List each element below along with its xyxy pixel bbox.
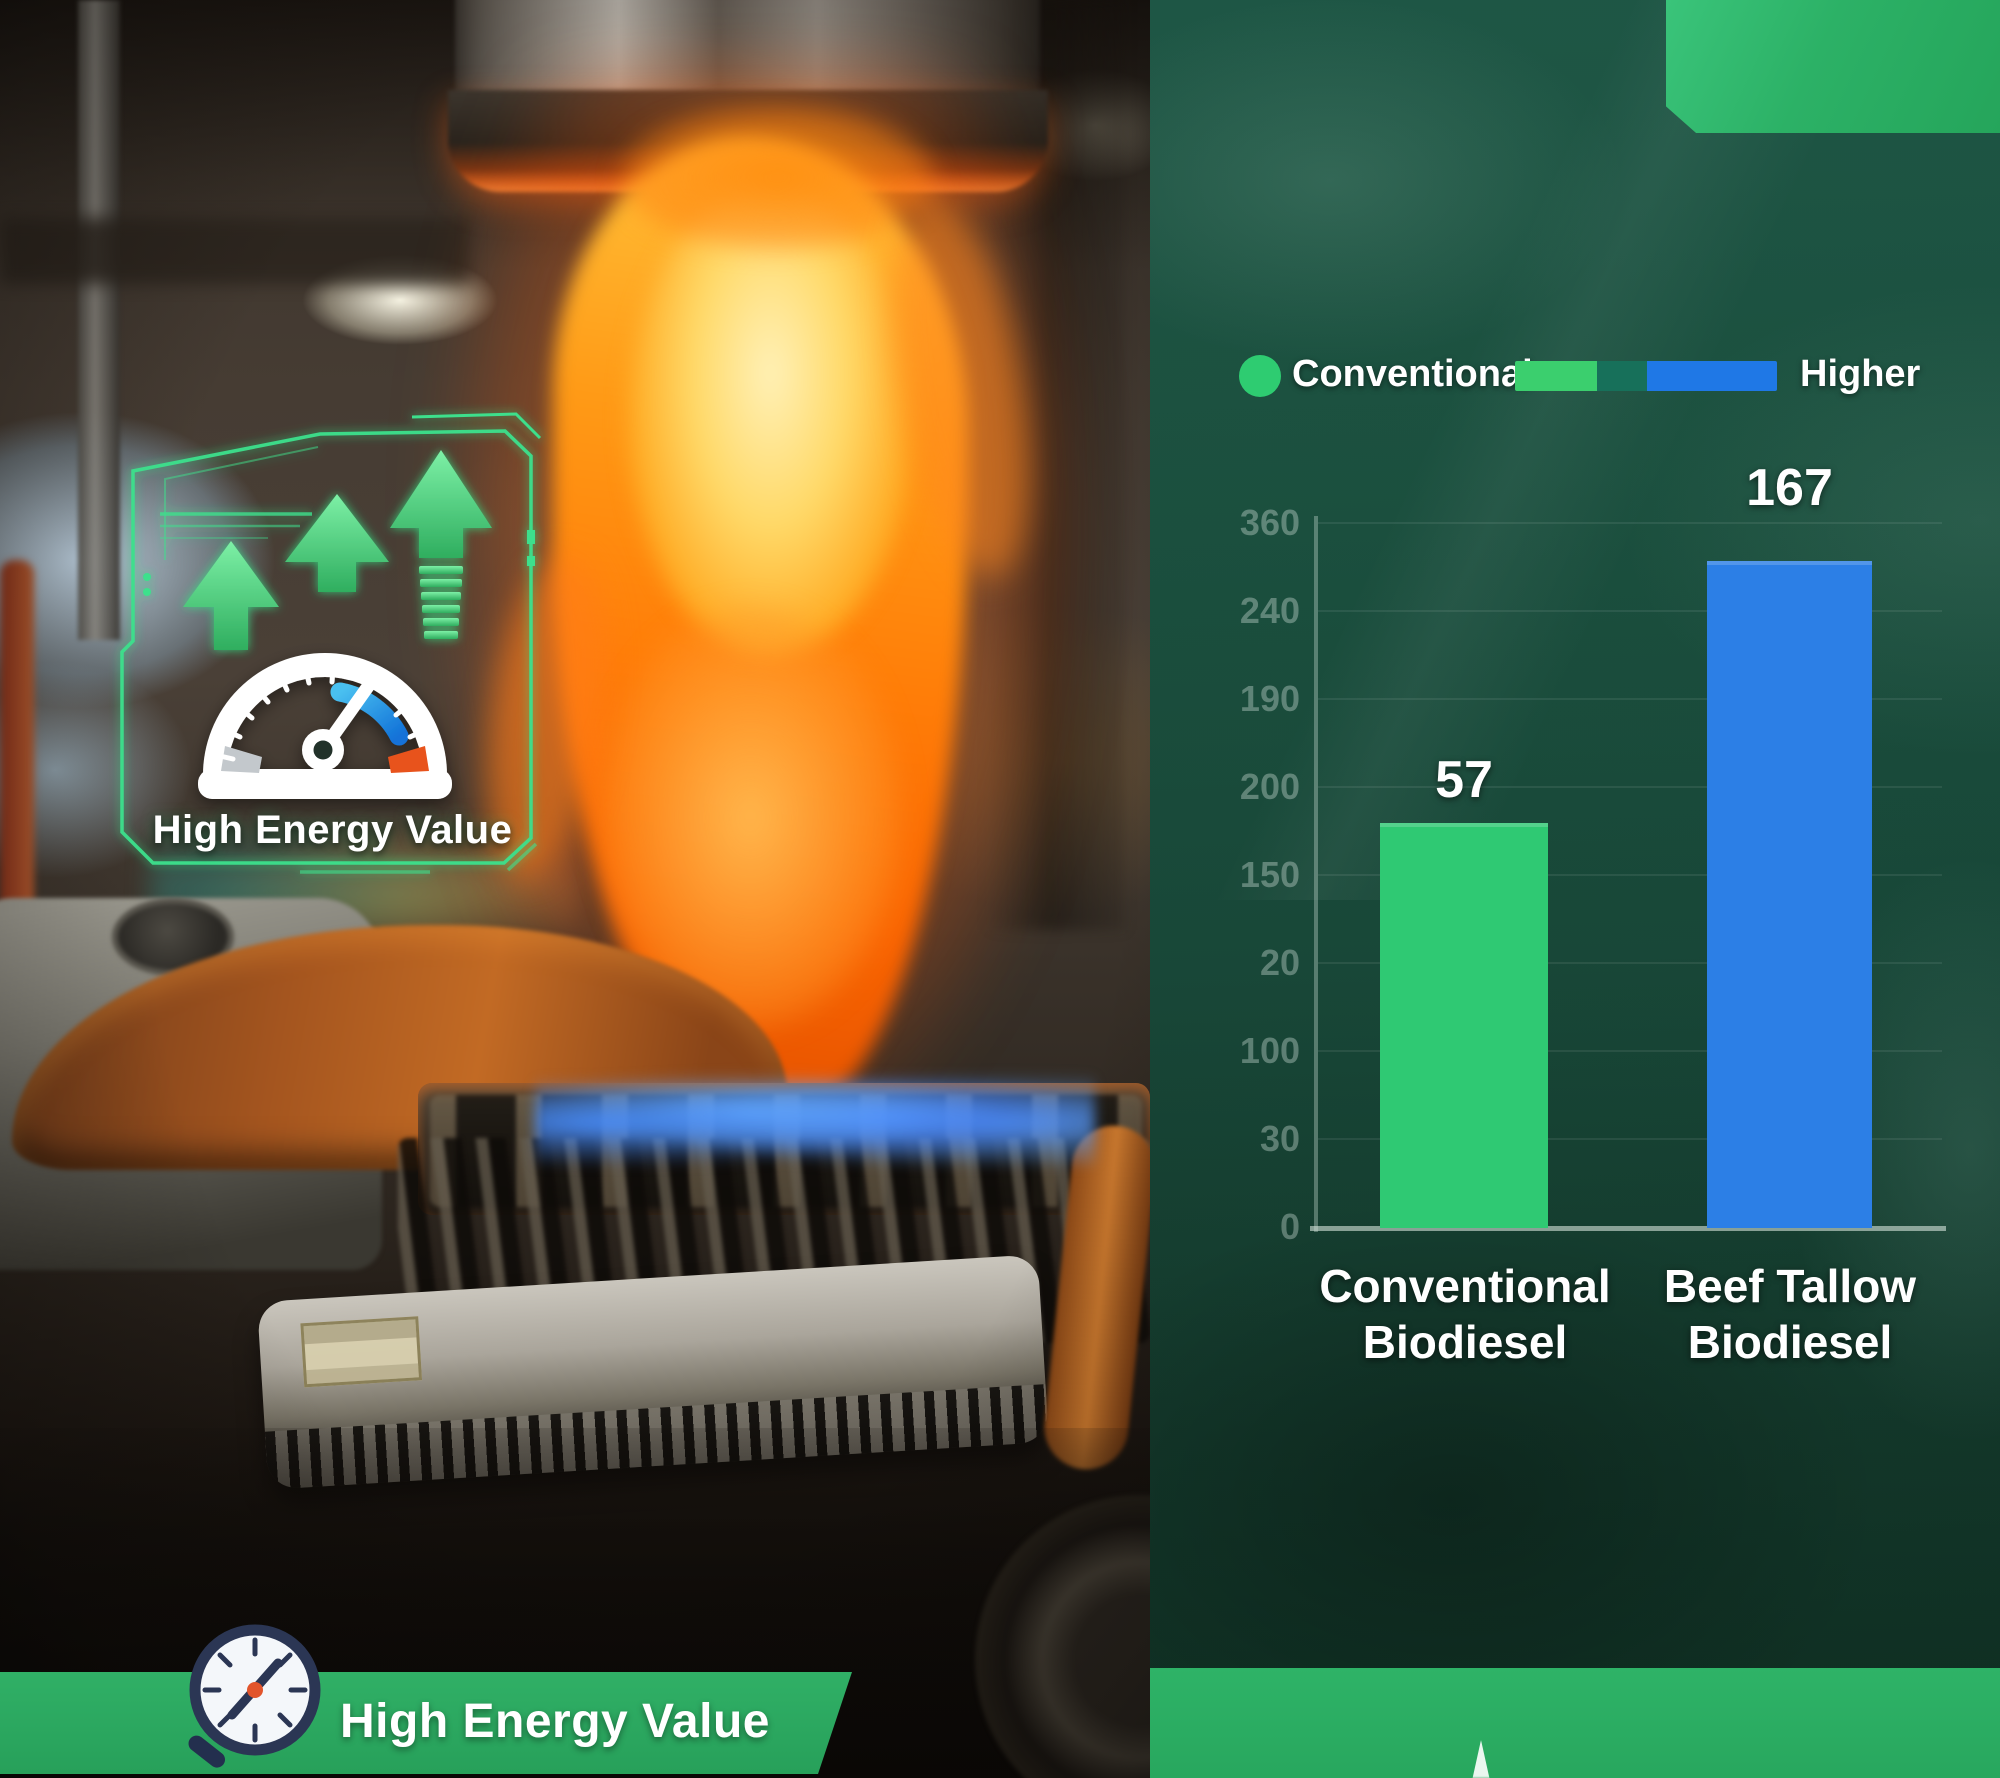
legend-end-label: Higher (1800, 353, 1921, 395)
y-tick-label: 0 (1279, 1206, 1300, 1247)
gridline (1318, 698, 1942, 700)
gridline (1318, 962, 1942, 964)
y-tick-label: 190 (1239, 678, 1300, 719)
gridline (1318, 874, 1942, 876)
y-axis-line (1314, 516, 1318, 1232)
category-line: Biodiesel (1687, 1316, 1893, 1368)
category-line: Beef Tallow (1663, 1260, 1917, 1312)
legend-segment-teal (1597, 361, 1647, 391)
legend-segment-green (1515, 361, 1597, 391)
x-axis-line (1310, 1226, 1946, 1231)
speedometer-gauge-icon (198, 653, 452, 799)
y-tick-label: 100 (1239, 1030, 1300, 1071)
gridline (1318, 1050, 1942, 1052)
chart-panel: Conventional Higher 360 240 190 200 150 … (1150, 0, 2000, 1778)
value-label-conventional: 57 (1435, 751, 1493, 809)
category-label-beef-tallow: Beef Tallow Biodiesel (1620, 1258, 1960, 1370)
y-tick-label: 360 (1239, 502, 1300, 543)
bar-beef-tallow-biodiesel (1707, 561, 1872, 1228)
legend-series-label: Conventional (1292, 353, 1533, 395)
y-tick-label: 240 (1239, 590, 1300, 631)
legend-segment-blue (1647, 361, 1777, 391)
bar-conventional-biodiesel (1380, 823, 1548, 1228)
hud-neon-frame (120, 412, 542, 874)
value-label-beef-tallow: 167 (1746, 459, 1833, 517)
category-label-conventional: Conventional Biodiesel (1295, 1258, 1635, 1370)
gridline (1318, 1138, 1942, 1140)
photo-vignette (0, 0, 1150, 1778)
bottom-green-band (1150, 1668, 2000, 1778)
engine-flame-photo (0, 0, 1150, 1778)
legend-gradient-bar (1515, 361, 1777, 391)
y-tick-label: 200 (1239, 766, 1300, 807)
y-tick-label: 20 (1259, 942, 1300, 983)
banner-gauge-icon (188, 1624, 321, 1768)
top-green-band (1666, 0, 2000, 133)
gridline (1318, 522, 1942, 524)
category-line: Conventional (1319, 1260, 1611, 1312)
hud-title: High Energy Value (152, 808, 513, 852)
y-tick-label: 150 (1239, 854, 1300, 895)
banner-title: High Energy Value (340, 1695, 770, 1748)
bottom-banner (0, 1672, 852, 1774)
gridline (1318, 610, 1942, 612)
hud-overlay (120, 412, 542, 874)
growth-arrows-icon (183, 450, 492, 650)
category-line: Biodiesel (1362, 1316, 1568, 1368)
y-tick-label: 30 (1259, 1118, 1300, 1159)
gridline (1318, 786, 1942, 788)
legend-dot-icon (1239, 355, 1281, 397)
